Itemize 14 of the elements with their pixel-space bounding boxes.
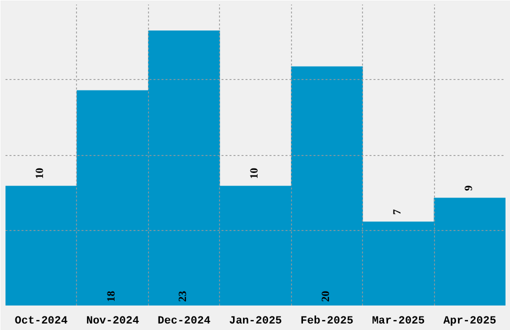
x-tick-label: Mar-2025: [372, 316, 426, 328]
x-tick-label: Jan-2025: [229, 316, 282, 328]
data-label: 18: [106, 290, 118, 302]
x-tick-label: Oct-2024: [14, 316, 68, 328]
data-label: 9: [462, 184, 475, 191]
x-tick-label: Nov-2024: [86, 316, 140, 328]
data-label: 20: [320, 290, 332, 302]
data-label: 10: [248, 167, 260, 179]
data-label: 7: [391, 208, 404, 215]
x-tick-label: Feb-2025: [300, 316, 354, 328]
data-label: 10: [34, 167, 46, 179]
data-label: 23: [177, 290, 190, 302]
x-tick-label: Dec-2024: [158, 316, 211, 328]
x-tick-label: Apr-2025: [443, 316, 497, 328]
